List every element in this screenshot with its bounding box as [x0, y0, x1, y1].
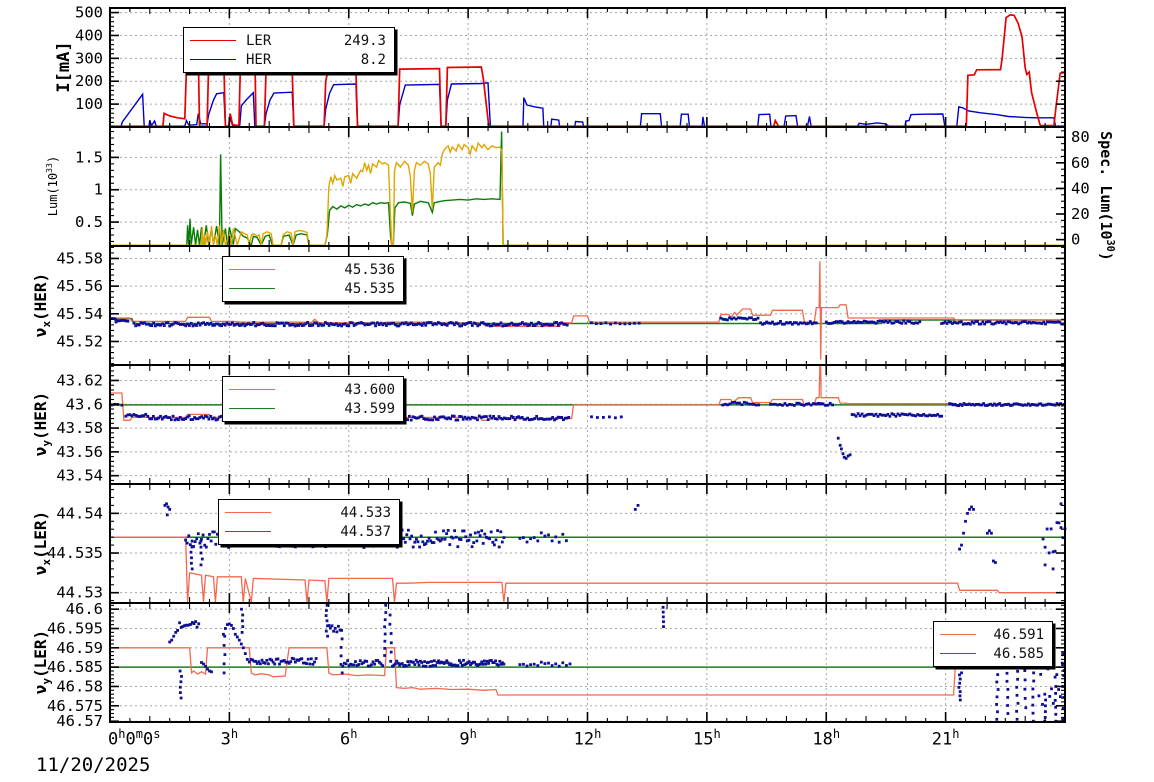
- set-line-swatch: [229, 269, 275, 270]
- legend-row: 43.600: [229, 380, 395, 399]
- y-tick-value: 44.535: [47, 544, 103, 562]
- y-tick-value: 200: [75, 72, 103, 90]
- legend-value: 44.533: [340, 504, 391, 521]
- y-tick-value: 46.59: [56, 639, 103, 657]
- x-axis-date-label: 11/20/2025: [36, 754, 151, 776]
- ref-line-swatch: [229, 408, 275, 409]
- y-tick-value: 100: [75, 95, 103, 113]
- nu-x-her-measured: [110, 316, 1065, 328]
- y-axis-label-nu-x-ler: νx(LER): [30, 510, 54, 576]
- y-tick-value-right: 60: [1071, 154, 1090, 172]
- set-line-swatch: [229, 389, 275, 390]
- x-tick-label: 0h0m0s: [108, 727, 161, 750]
- y-tick-value: 300: [75, 49, 103, 67]
- her-line-swatch: [190, 59, 236, 60]
- y-tick-value: 46.575: [47, 697, 103, 715]
- x-tick-label: 21h: [931, 727, 960, 750]
- legend-nu-x-ler: 44.533 44.537: [218, 499, 400, 545]
- y-tick-value: 46.595: [47, 620, 103, 638]
- nu-y-ler-set-line: [110, 647, 1065, 696]
- legend-row: 45.535: [229, 279, 395, 298]
- legend-value: 43.600: [344, 381, 395, 398]
- x-tick-label: 9h: [459, 727, 477, 750]
- y-axis-label-nu-x-her: νx(HER): [30, 272, 54, 338]
- y-axis-label-luminosity: Lum(1033): [44, 155, 60, 217]
- x-tick-label: 3h: [220, 727, 239, 750]
- y-tick-value: 45.58: [56, 249, 103, 267]
- panel-nu-x-her: 45.52 45.54 45.56 45.58: [56, 245, 1066, 366]
- panel-nu-y-her: 43.54 43.56 43.58 43.6 43.62: [56, 364, 1066, 485]
- y-tick-value-right: 0: [1071, 231, 1080, 249]
- y-tick-value: 43.58: [56, 419, 103, 437]
- y-axis-label-current: I[mA]: [54, 41, 74, 93]
- legend-value: 45.535: [344, 280, 395, 297]
- y-axis-label-nu-y-her: νy(HER): [30, 391, 54, 457]
- y-tick-value: 45.56: [56, 277, 103, 295]
- y-tick-value-right: 20: [1071, 205, 1090, 223]
- legend-row-her: HER 8.2: [190, 50, 386, 69]
- y-tick-value: 46.6: [66, 600, 103, 618]
- y-tick-value: 1: [94, 181, 103, 199]
- legend-nu-x-her: 45.536 45.535: [222, 256, 404, 302]
- nu-x-ler-set-line: [110, 536, 1065, 603]
- legend-value: 46.585: [993, 645, 1044, 662]
- panel-nu-x-ler: 44.53 44.535 44.54: [47, 483, 1067, 604]
- y-tick-value-right: 80: [1071, 128, 1090, 146]
- legend-row: 44.533: [225, 503, 391, 522]
- legend-label: LER: [246, 32, 272, 49]
- legend-row-ler: LER 249.3: [190, 31, 386, 50]
- legend-row: 45.536: [229, 260, 395, 279]
- y-axis-label-nu-y-ler: νy(LER): [30, 629, 54, 695]
- y-tick-value: 46.57: [56, 712, 103, 730]
- y-tick-value: 44.53: [56, 584, 103, 602]
- legend-nu-y-ler: 46.591 46.585: [933, 621, 1053, 667]
- nu-y-ler-measured: [168, 603, 1066, 723]
- y-tick-value: 46.585: [47, 658, 103, 676]
- x-tick-label: 15h: [693, 727, 721, 750]
- legend-value: 46.591: [993, 626, 1044, 643]
- legend-value: 249.3: [343, 32, 386, 49]
- legend-current: LER 249.3 HER 8.2: [183, 27, 395, 73]
- legend-value: 43.599: [344, 400, 395, 417]
- legend-row: 46.591: [940, 625, 1044, 644]
- y-tick-value: 45.52: [56, 332, 103, 350]
- set-line-swatch: [225, 512, 271, 513]
- panel-luminosity: 0.5 1 1.5 0 20 40 60 80: [75, 126, 1090, 249]
- y-tick-value: 0.5: [75, 213, 103, 231]
- x-tick-label: 12h: [573, 727, 602, 750]
- y-tick-value: 500: [75, 4, 103, 22]
- y-tick-value: 43.62: [56, 371, 103, 389]
- legend-row: 43.599: [229, 399, 395, 418]
- y-tick-value: 45.54: [56, 305, 103, 323]
- y-tick-value: 43.56: [56, 443, 103, 461]
- ref-line-swatch: [225, 531, 271, 532]
- ref-line-swatch: [229, 288, 275, 289]
- legend-value: 45.536: [344, 261, 395, 278]
- set-line-swatch: [940, 634, 976, 635]
- legend-row: 46.585: [940, 644, 1044, 663]
- y-axis-label-specific-luminosity: Spec. Lum(1030): [1097, 131, 1115, 261]
- ler-line-swatch: [190, 40, 236, 41]
- ref-line-swatch: [940, 653, 976, 654]
- y-tick-value: 43.6: [66, 395, 103, 413]
- legend-label: HER: [246, 51, 272, 68]
- lum-line: [110, 141, 1065, 248]
- nu-y-her-set-line: [110, 365, 1065, 421]
- y-tick-value: 400: [75, 26, 103, 44]
- legend-nu-y-her: 43.600 43.599: [222, 376, 404, 422]
- y-tick-value-right: 40: [1071, 179, 1090, 197]
- legend-value: 8.2: [360, 51, 386, 68]
- y-tick-value: 46.58: [56, 677, 103, 695]
- y-tick-value: 43.54: [56, 467, 103, 485]
- x-tick-label: 18h: [812, 727, 841, 750]
- y-tick-value: 1.5: [75, 148, 103, 166]
- y-tick-value: 44.54: [56, 504, 103, 522]
- legend-value: 44.537: [340, 523, 391, 540]
- x-tick-label: 6h: [340, 727, 358, 750]
- legend-row: 44.537: [225, 522, 391, 541]
